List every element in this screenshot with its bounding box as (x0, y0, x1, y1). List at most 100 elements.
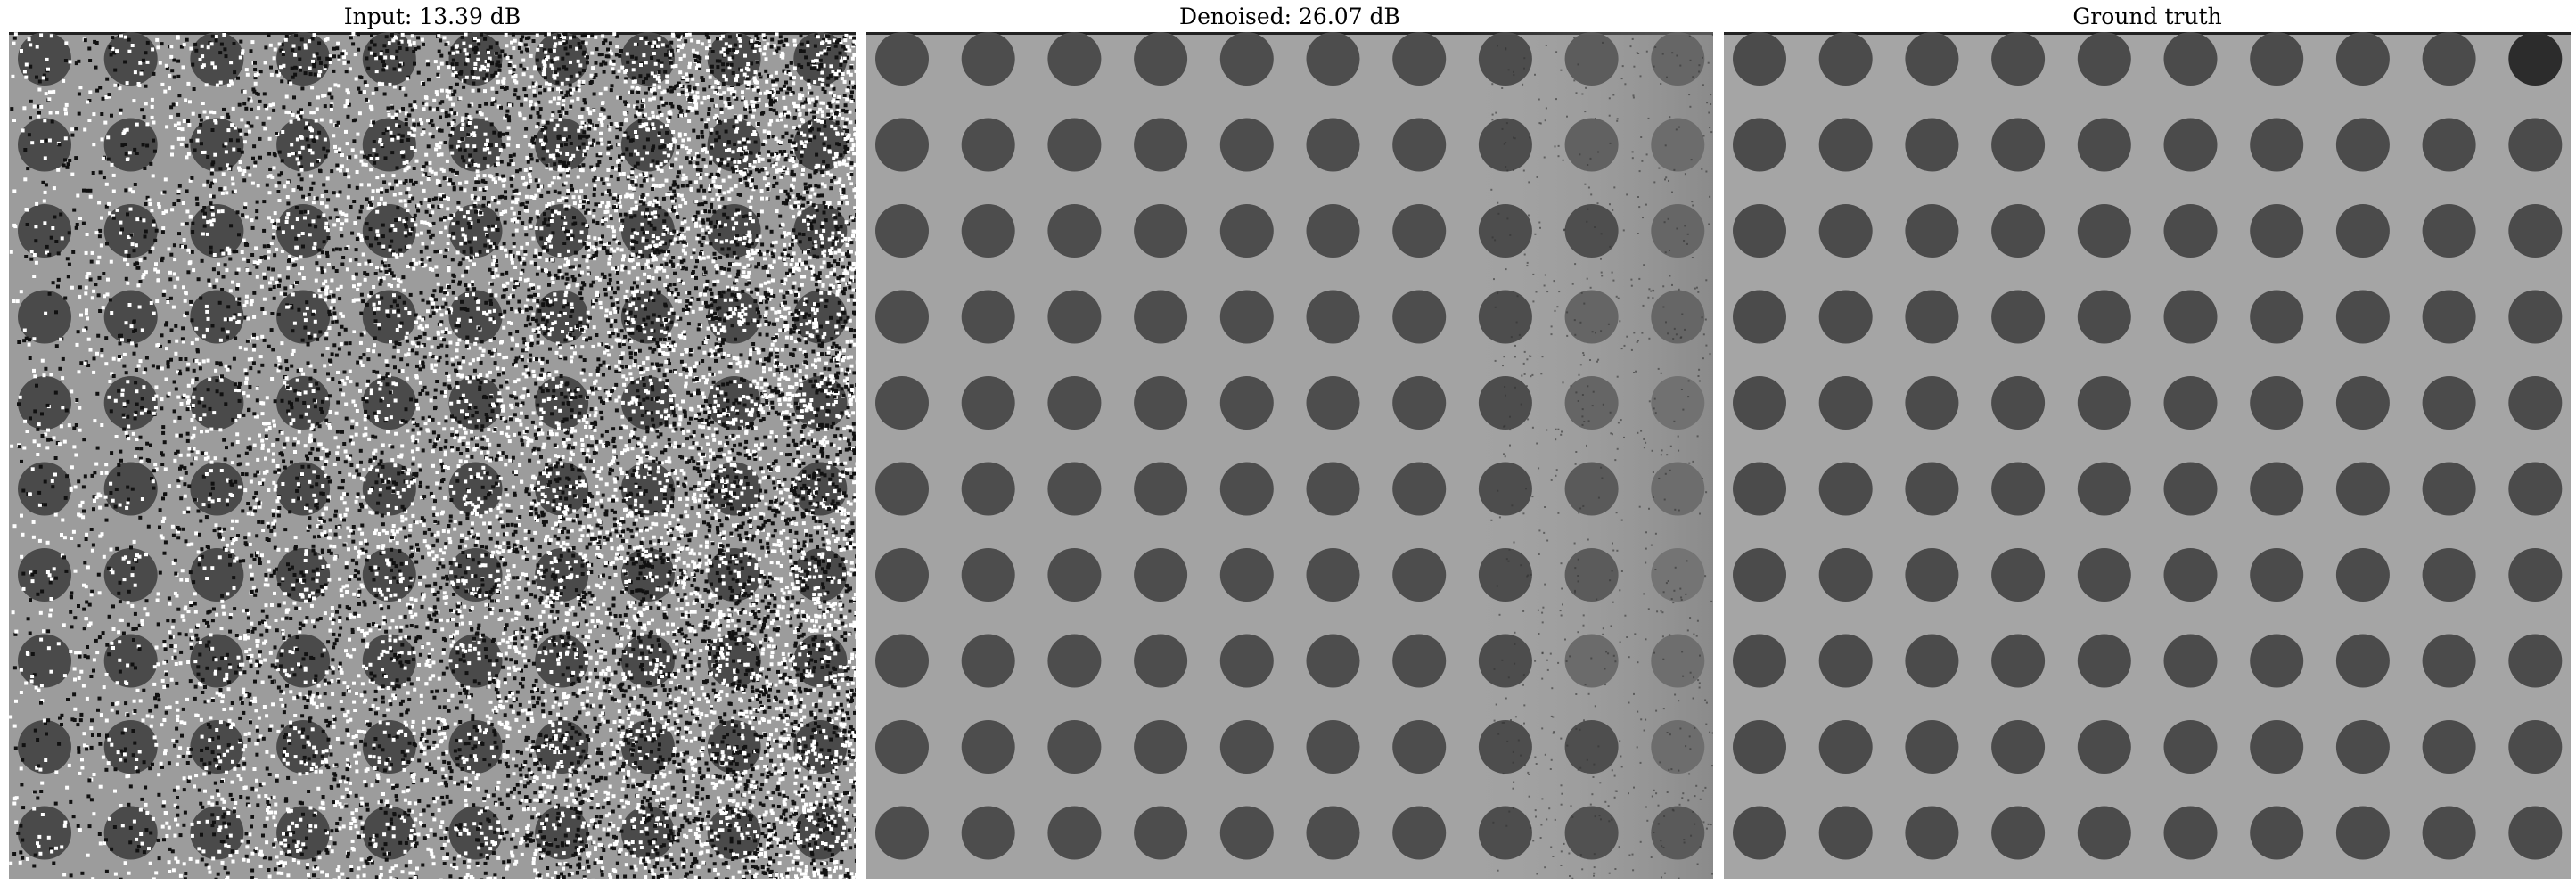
dot (1392, 32, 1447, 86)
dot (2250, 376, 2304, 430)
dot (2163, 118, 2218, 172)
dot (1818, 720, 1873, 774)
dot (103, 720, 158, 774)
dot (1219, 548, 1274, 602)
dot (1651, 376, 1705, 430)
image-top-edge (1724, 32, 2571, 35)
dot (1306, 462, 1360, 516)
dot (103, 32, 158, 86)
dot (1905, 32, 1959, 86)
dot (18, 462, 71, 516)
dot (103, 376, 158, 430)
image-denoised (866, 32, 1713, 879)
dot (103, 806, 158, 860)
dot (276, 634, 331, 688)
dot (2163, 634, 2218, 688)
dot (448, 462, 503, 516)
dot (1392, 204, 1447, 258)
dot (1134, 462, 1188, 516)
dot (1392, 548, 1447, 602)
dot (1478, 32, 1532, 86)
dot (1306, 548, 1360, 602)
dot (103, 462, 158, 516)
dot (1047, 32, 1102, 86)
dot (961, 290, 1015, 344)
panel-title-denoised: Denoised: 26.07 dB (1179, 4, 1400, 29)
dot (961, 204, 1015, 258)
dot (1219, 32, 1274, 86)
panel-ground-truth: Ground truth (1724, 0, 2571, 885)
dot (1047, 290, 1102, 344)
dot (1047, 548, 1102, 602)
dot (793, 290, 848, 344)
dot (1651, 118, 1705, 172)
dot (2422, 204, 2476, 258)
dot (1306, 806, 1360, 860)
dot (2508, 634, 2563, 688)
dot (961, 376, 1015, 430)
dot (2422, 376, 2476, 430)
dot (1651, 32, 1705, 86)
dot (1478, 204, 1532, 258)
dot (2508, 548, 2563, 602)
dot (103, 204, 158, 258)
image-ground-truth (1724, 32, 2571, 879)
dot (2250, 32, 2304, 86)
dot (1306, 634, 1360, 688)
dot (103, 118, 158, 172)
dot (1651, 204, 1705, 258)
dot (1564, 634, 1619, 688)
dot (2508, 204, 2563, 258)
dot (276, 290, 331, 344)
dot (190, 548, 244, 602)
dot (1905, 376, 1959, 430)
dot (1991, 462, 2046, 516)
dot (1564, 32, 1619, 86)
dot (1478, 806, 1532, 860)
dot (2335, 32, 2390, 86)
dot (276, 32, 331, 86)
dot (1905, 462, 1959, 516)
dot (1991, 806, 2046, 860)
dot (2508, 290, 2563, 344)
dot (1047, 376, 1102, 430)
dot (276, 462, 331, 516)
dot (1392, 720, 1447, 774)
dot (875, 32, 929, 86)
dot (2508, 720, 2563, 774)
dot (1219, 118, 1274, 172)
dot (2335, 634, 2390, 688)
dot (2422, 720, 2476, 774)
dot (1306, 720, 1360, 774)
dot (2335, 118, 2390, 172)
dot (1905, 118, 1959, 172)
dot (2163, 376, 2218, 430)
dot (1134, 290, 1188, 344)
dot (1991, 548, 2046, 602)
dot (961, 634, 1015, 688)
dot (1905, 548, 1959, 602)
dot (1991, 634, 2046, 688)
dot (2077, 204, 2131, 258)
dot (1564, 204, 1619, 258)
dot (1392, 634, 1447, 688)
dot (1478, 462, 1532, 516)
dot (1134, 118, 1188, 172)
dot (1991, 376, 2046, 430)
dot (2250, 462, 2304, 516)
dot (2077, 118, 2131, 172)
dot (535, 634, 589, 688)
dot (2335, 720, 2390, 774)
dot (1733, 806, 1786, 860)
image-input (9, 32, 856, 879)
dot (707, 462, 761, 516)
panel-input: Input: 13.39 dB (9, 0, 856, 885)
dot (875, 462, 929, 516)
dot (1818, 32, 1873, 86)
dot (2250, 806, 2304, 860)
dot (1818, 634, 1873, 688)
dot (2077, 720, 2131, 774)
dot (1392, 118, 1447, 172)
dot (1905, 290, 1959, 344)
dot (2335, 204, 2390, 258)
